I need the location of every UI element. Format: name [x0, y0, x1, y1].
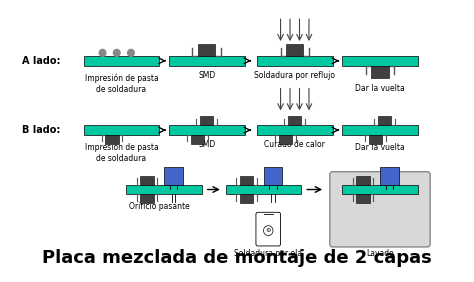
Bar	[288, 116, 301, 125]
Text: SMD: SMD	[198, 140, 215, 149]
Text: Orificio pasante: Orificio pasante	[129, 202, 190, 212]
Text: A lado:: A lado:	[22, 56, 61, 66]
Bar	[257, 56, 333, 66]
Bar	[240, 176, 253, 184]
Text: B lado:: B lado:	[22, 125, 60, 135]
Circle shape	[128, 49, 134, 56]
Bar	[342, 184, 418, 195]
Bar	[356, 195, 370, 203]
FancyBboxPatch shape	[330, 172, 430, 247]
Circle shape	[99, 49, 106, 56]
Text: Placa mezclada de montaje de 2 capas: Placa mezclada de montaje de 2 capas	[42, 249, 432, 267]
Text: Dar la vuelta: Dar la vuelta	[355, 83, 405, 92]
Bar	[169, 125, 245, 135]
Text: Impresión de pasta
de soldadura: Impresión de pasta de soldadura	[84, 143, 158, 163]
Text: Curado de calor: Curado de calor	[264, 140, 325, 149]
Bar	[356, 176, 370, 184]
Bar	[342, 125, 418, 135]
Text: Soldadura por reflujo: Soldadura por reflujo	[254, 71, 335, 80]
Bar	[105, 135, 118, 144]
Bar	[342, 56, 418, 66]
Text: Soldadura por ola: Soldadura por ola	[234, 249, 302, 258]
Bar	[169, 56, 245, 66]
Circle shape	[264, 226, 273, 235]
Bar	[372, 66, 389, 78]
Bar	[279, 135, 292, 144]
Text: ⚙: ⚙	[265, 228, 271, 233]
Bar	[240, 195, 253, 203]
Bar	[226, 184, 301, 195]
Bar	[191, 135, 204, 144]
Bar	[380, 167, 399, 184]
Bar	[369, 135, 382, 144]
Bar	[140, 195, 154, 203]
Bar	[378, 116, 392, 125]
Bar	[83, 125, 159, 135]
Text: Impresión de pasta
de soldadura: Impresión de pasta de soldadura	[84, 74, 158, 94]
Bar	[140, 176, 154, 184]
Bar	[164, 167, 183, 184]
Text: Lavado: Lavado	[366, 249, 394, 258]
Bar	[257, 125, 333, 135]
Circle shape	[113, 49, 120, 56]
Bar	[264, 167, 283, 184]
Bar	[200, 116, 213, 125]
Text: SMD: SMD	[198, 71, 215, 80]
Text: Dar la vuelta: Dar la vuelta	[355, 143, 405, 152]
Bar	[198, 44, 215, 56]
Bar	[286, 44, 303, 56]
Bar	[126, 184, 202, 195]
FancyBboxPatch shape	[256, 212, 281, 246]
Bar	[83, 56, 159, 66]
